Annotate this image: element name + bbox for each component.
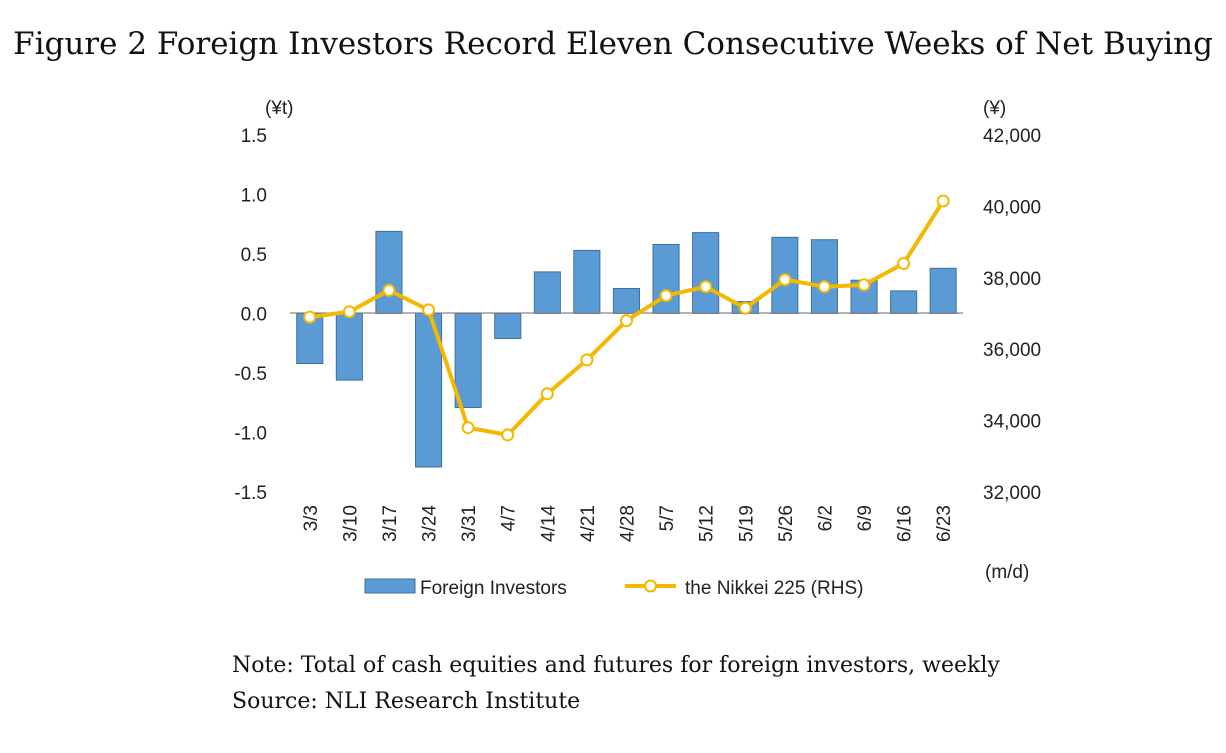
left-axis-tick-label: -1.5	[234, 483, 267, 504]
nikkei-point	[342, 305, 356, 319]
nikkei-point	[699, 280, 713, 294]
nikkei-point	[817, 280, 831, 294]
x-tick-label: 6/23	[934, 505, 955, 542]
x-tick-label: 4/28	[618, 505, 639, 542]
nikkei-point	[659, 289, 673, 303]
x-tick-label: 4/7	[499, 505, 520, 531]
chart-note: Note: Total of cash equities and futures…	[232, 653, 1000, 678]
nikkei-point	[580, 353, 594, 367]
right-axis-tick-label: 34,000	[983, 412, 1041, 433]
legend: Foreign Investors the Nikkei 225 (RHS)	[364, 578, 863, 599]
nikkei-point	[738, 301, 752, 315]
right-axis-tick-label: 38,000	[983, 269, 1041, 290]
nikkei-point	[936, 194, 950, 208]
right-axis-unit: (¥)	[983, 98, 1006, 119]
left-axis-tick-label: 1.5	[241, 126, 267, 147]
nikkei-point	[540, 387, 554, 401]
nikkei-point	[461, 421, 475, 435]
nikkei-point	[501, 428, 515, 442]
x-tick-label: 4/21	[578, 505, 599, 542]
left-axis-tick-label: 1.0	[241, 186, 267, 207]
x-tick-label: 3/10	[340, 505, 361, 542]
x-tick-label: 6/9	[855, 505, 876, 531]
x-tick-label: 5/19	[736, 505, 757, 542]
x-tick-label: 3/31	[459, 505, 480, 542]
left-axis-unit: (¥t)	[265, 98, 294, 119]
nikkei-point	[303, 310, 317, 324]
x-tick-label: 5/26	[776, 505, 797, 542]
x-tick-label: 3/3	[301, 505, 322, 531]
x-tick-label: 3/24	[420, 505, 441, 542]
bar	[810, 239, 839, 314]
right-axis-tick-label: 32,000	[983, 483, 1041, 504]
legend-bar-swatch	[364, 578, 416, 594]
figure-title: Figure 2 Foreign Investors Record Eleven…	[13, 26, 1213, 62]
x-tick-label: 3/17	[380, 505, 401, 542]
nikkei-point	[382, 283, 396, 297]
x-tick-label: 6/2	[815, 505, 836, 531]
bar	[375, 230, 403, 314]
nikkei-point	[897, 257, 911, 270]
bar	[573, 249, 601, 314]
bar	[612, 288, 641, 314]
legend-bar-label: Foreign Investors	[420, 578, 567, 599]
right-axis-tick-label: 40,000	[983, 197, 1041, 218]
x-tick-label: 5/12	[697, 505, 718, 542]
right-axis-tick-label: 36,000	[983, 340, 1041, 361]
chart-source: Source: NLI Research Institute	[232, 689, 581, 714]
right-axis-tick-label: 42,000	[983, 126, 1041, 147]
bar	[692, 232, 720, 315]
bar	[494, 313, 522, 339]
x-tick-label: 4/14	[538, 505, 559, 542]
nikkei-point	[620, 314, 633, 328]
right-axis-labels: 42,000 40,000 38,000 36,000 34,000 32,000	[983, 126, 1041, 504]
left-axis-tick-label: -1.0	[234, 424, 267, 445]
bar	[533, 271, 561, 314]
bar	[454, 313, 482, 408]
left-axis-labels: 1.5 1.0 0.5 0.0 -0.5 -1.0 -1.5	[234, 126, 267, 504]
bar	[929, 267, 957, 314]
chart: 1.5 1.0 0.5 0.0 -0.5 -1.0 -1.5 42,000 40,000 38,…	[234, 98, 1041, 599]
legend-line-marker	[644, 579, 657, 593]
x-axis-unit: (m/d)	[985, 562, 1029, 583]
legend-line-label: the Nikkei 225 (RHS)	[685, 578, 863, 599]
nikkei-line	[303, 194, 950, 442]
x-tick-label: 5/7	[657, 505, 678, 531]
left-axis-tick-label: -0.5	[234, 364, 267, 385]
nikkei-point	[422, 303, 436, 317]
nikkei-point	[778, 273, 792, 287]
left-axis-tick-label: 0.0	[241, 305, 267, 326]
bar	[890, 290, 918, 314]
x-tick-label: 6/16	[895, 505, 916, 542]
bar	[335, 313, 363, 381]
nikkei-point	[857, 278, 871, 292]
bars	[296, 230, 957, 468]
left-axis-tick-label: 0.5	[241, 245, 267, 266]
x-labels: 3/3 3/10 3/17 3/24 3/31 4/7 4/14 4/21 4/28 5/7 5/1…	[301, 505, 955, 542]
